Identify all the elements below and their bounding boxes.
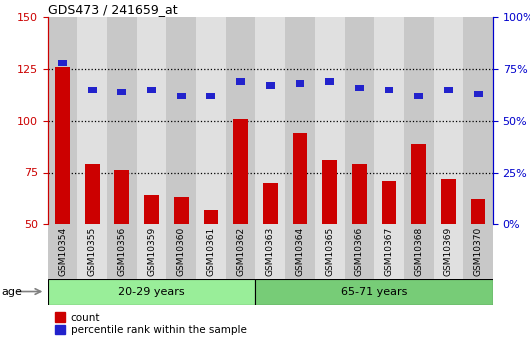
Bar — [266, 82, 275, 89]
Bar — [471, 199, 485, 224]
Bar — [296, 80, 304, 87]
Text: GSM10364: GSM10364 — [296, 227, 304, 276]
Bar — [374, 17, 404, 224]
Bar — [434, 17, 463, 224]
Bar — [344, 224, 374, 279]
Bar — [463, 224, 493, 279]
Bar — [77, 224, 107, 279]
Text: GSM10363: GSM10363 — [266, 227, 275, 276]
Bar — [77, 17, 107, 224]
Bar — [414, 93, 423, 99]
Bar — [322, 160, 337, 224]
Legend: count, percentile rank within the sample: count, percentile rank within the sample — [53, 310, 249, 337]
Bar — [411, 144, 426, 224]
Bar — [196, 17, 226, 224]
Bar — [226, 224, 255, 279]
Bar — [255, 17, 285, 224]
Text: GSM10354: GSM10354 — [58, 227, 67, 276]
Bar — [88, 87, 96, 93]
Bar — [85, 164, 100, 224]
Bar — [434, 224, 463, 279]
Bar — [196, 224, 226, 279]
Bar — [293, 133, 307, 224]
Bar — [344, 17, 374, 224]
Bar — [236, 78, 245, 85]
Bar — [404, 17, 434, 224]
Bar — [114, 170, 129, 224]
Text: GSM10367: GSM10367 — [385, 227, 393, 276]
Bar — [107, 17, 137, 224]
Bar — [55, 67, 70, 224]
Bar — [118, 89, 126, 95]
Text: GSM10361: GSM10361 — [207, 227, 215, 276]
Bar — [174, 197, 189, 224]
Bar — [144, 195, 159, 224]
Text: GSM10370: GSM10370 — [474, 227, 482, 276]
Bar — [233, 119, 248, 224]
Bar — [177, 93, 186, 99]
Text: GSM10355: GSM10355 — [88, 227, 96, 276]
Bar — [285, 17, 315, 224]
Bar — [355, 85, 364, 91]
Bar — [147, 87, 156, 93]
Bar — [48, 17, 77, 224]
Text: GSM10359: GSM10359 — [147, 227, 156, 276]
Bar — [226, 17, 255, 224]
Bar — [374, 224, 404, 279]
Bar — [285, 224, 315, 279]
Bar — [137, 17, 166, 224]
Text: GSM10360: GSM10360 — [177, 227, 186, 276]
Bar — [352, 164, 367, 224]
Bar — [385, 87, 393, 93]
Bar — [463, 17, 493, 224]
Bar — [263, 183, 278, 224]
Text: GSM10365: GSM10365 — [325, 227, 334, 276]
Bar — [166, 224, 196, 279]
Bar — [255, 279, 493, 305]
Bar — [137, 224, 166, 279]
Bar — [207, 93, 215, 99]
Text: 65-71 years: 65-71 years — [341, 287, 408, 297]
Bar — [48, 279, 255, 305]
Bar — [58, 60, 67, 66]
Bar — [315, 224, 344, 279]
Bar — [204, 210, 218, 224]
Bar — [255, 224, 285, 279]
Text: GSM10369: GSM10369 — [444, 227, 453, 276]
Text: GSM10356: GSM10356 — [118, 227, 126, 276]
Text: GDS473 / 241659_at: GDS473 / 241659_at — [48, 3, 178, 16]
Bar — [441, 179, 456, 224]
Text: GSM10362: GSM10362 — [236, 227, 245, 276]
Text: GSM10366: GSM10366 — [355, 227, 364, 276]
Bar — [166, 17, 196, 224]
Bar — [48, 224, 77, 279]
Bar — [107, 224, 137, 279]
Text: GSM10368: GSM10368 — [414, 227, 423, 276]
Bar — [382, 181, 396, 224]
Text: 20-29 years: 20-29 years — [118, 287, 185, 297]
Bar — [474, 91, 482, 97]
Bar — [325, 78, 334, 85]
Text: age: age — [2, 287, 22, 296]
Bar — [404, 224, 434, 279]
Bar — [315, 17, 344, 224]
Bar — [444, 87, 453, 93]
